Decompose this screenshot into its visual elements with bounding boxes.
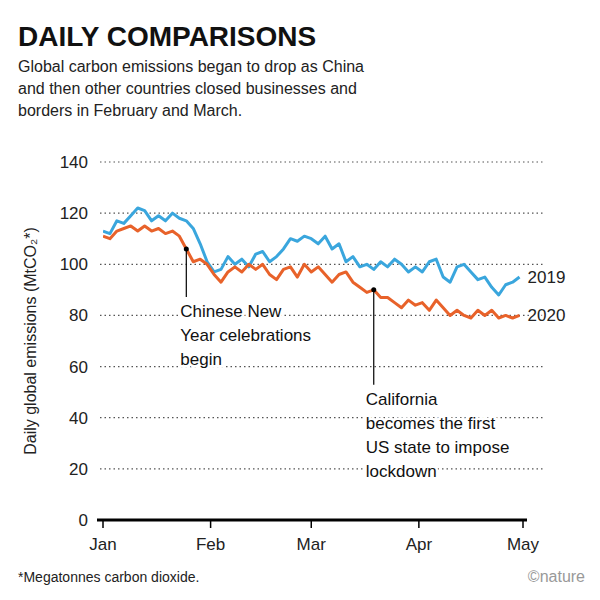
y-tick-label: 60: [69, 358, 88, 377]
x-tick: [102, 520, 104, 528]
series-line: [103, 208, 520, 295]
annotation-text: Chinese New: [180, 302, 282, 321]
annotation-text: Year celebrations: [180, 326, 311, 345]
x-tick-label: Jan: [89, 535, 116, 554]
chart: DAILY COMPARISONS Global carbon emissions…: [0, 0, 600, 600]
x-tick: [311, 520, 313, 528]
grid-line: [100, 264, 545, 265]
x-tick-label: Mar: [297, 535, 327, 554]
x-tick: [210, 520, 212, 528]
subtitle: and then other countries closed business…: [18, 80, 357, 97]
annotation-text: California: [366, 390, 438, 409]
grid-line: [100, 213, 545, 214]
footnote: *Megatonnes carbon dioxide.: [18, 569, 199, 585]
y-tick-label: 140: [60, 153, 88, 172]
x-tick: [522, 520, 524, 528]
y-tick-label: 80: [69, 306, 88, 325]
annotation-dot: [184, 246, 189, 251]
x-tick-label: Feb: [196, 535, 225, 554]
grid-line: [100, 468, 545, 469]
y-tick-label: 40: [69, 409, 88, 428]
grid-line: [100, 161, 545, 162]
annotation-leader: [186, 249, 187, 297]
series-line: [103, 226, 520, 318]
subtitle: Global carbon emissions began to drop as…: [18, 58, 364, 75]
x-tick-label: Apr: [406, 535, 433, 554]
annotation-text: begin: [180, 350, 222, 369]
title: DAILY COMPARISONS: [18, 21, 316, 52]
x-tick: [418, 520, 420, 528]
y-tick-label: 120: [60, 204, 88, 223]
credit: ©nature: [528, 568, 585, 585]
grid-line: [100, 366, 545, 367]
subtitle: borders in February and March.: [18, 102, 242, 119]
series-label: 2019: [528, 268, 566, 287]
grid-line: [100, 315, 545, 316]
y-tick-label: 20: [69, 460, 88, 479]
y-tick-label: 100: [60, 255, 88, 274]
y-tick-label: 0: [79, 511, 88, 530]
annotation-leader: [373, 290, 374, 385]
annotation-text: becomes the first: [366, 414, 496, 433]
annotation-text: US state to impose: [366, 438, 510, 457]
annotation-dot: [371, 287, 376, 292]
plot-area: [103, 208, 520, 318]
y-axis-label: Daily global emissions (MtCO₂*): [22, 227, 39, 455]
annotation-text: lockdown: [366, 462, 437, 481]
series-label: 2020: [528, 306, 566, 325]
x-tick-label: May: [507, 535, 540, 554]
